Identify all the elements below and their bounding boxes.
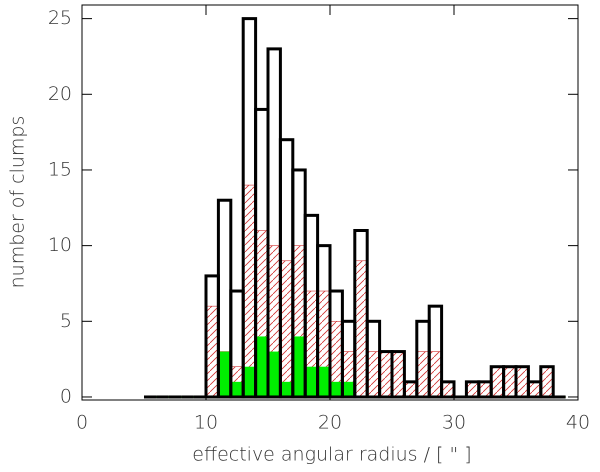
histogram-bar [280,260,294,398]
histogram-bar [416,351,430,398]
histogram-bar [342,381,355,397]
histogram-bar [354,260,368,398]
histogram-bar [218,351,231,397]
histogram-bar [503,366,517,398]
y-tick-label: 0 [60,385,72,407]
histogram-bar [255,336,268,397]
histogram-bar [230,381,244,397]
histogram-bar [330,381,343,397]
y-axis-title: number of clumps [7,116,29,289]
histogram-bar [490,366,504,398]
histogram-bar [390,350,406,399]
y-tick-label: 25 [48,7,72,29]
x-tick-label: 40 [566,412,590,434]
x-tick-label: 30 [442,412,466,434]
histogram-bar [268,351,281,397]
histogram-bar [441,381,455,398]
histogram-bar [427,304,444,399]
y-tick-label: 15 [48,158,72,180]
histogram-bar [317,366,330,397]
x-axis-title: effective angular radius / [ " ] [192,444,471,466]
histogram-bar [440,380,456,399]
histogram-bar [305,366,318,397]
histogram-bar [540,366,554,398]
histogram-bar [539,365,555,399]
histogram-bar [280,381,293,397]
histogram-bar [515,366,529,398]
histogram-bar [404,381,418,398]
histogram-bar [466,381,480,398]
histogram-bar [205,305,219,398]
y-tick-label: 10 [48,234,72,256]
y-tick-label: 5 [60,310,72,332]
histogram-bar [428,351,442,398]
x-tick-label: 10 [194,412,218,434]
histogram-bar [528,381,542,398]
histogram-bar [366,351,380,398]
histogram-bar [353,228,369,399]
histogram-bar [242,184,256,398]
y-tick-label: 20 [48,83,72,105]
x-tick-label: 20 [318,412,342,434]
histogram-bar [243,366,256,397]
histogram-bar [478,381,492,398]
x-tick-label: 0 [76,412,88,434]
histogram-bar [379,351,393,398]
histogram-bar [292,336,306,397]
histogram-bar [391,351,405,398]
